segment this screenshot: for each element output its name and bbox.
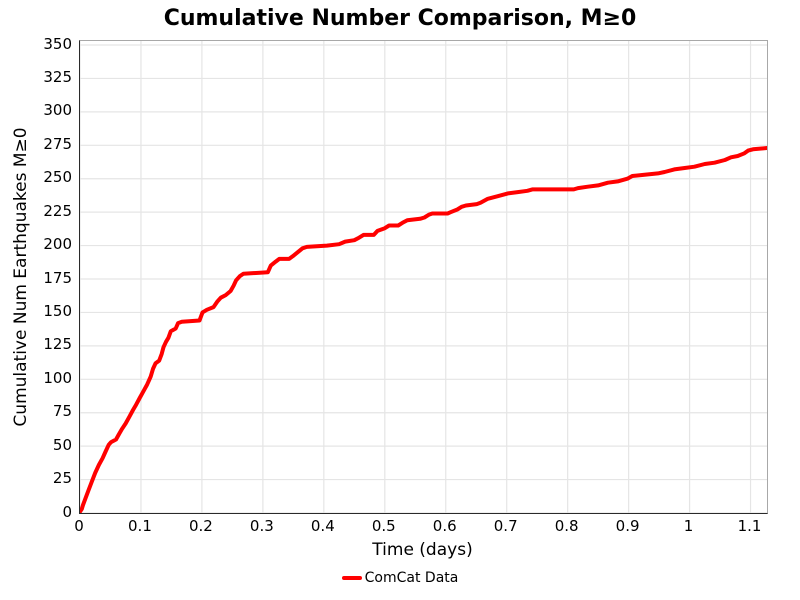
y-tick-label: 275: [43, 134, 72, 153]
x-tick-label: 0.7: [493, 517, 518, 535]
y-tick-label: 25: [52, 469, 72, 488]
legend: ComCat Data: [0, 570, 800, 586]
x-tick-label: 0.8: [554, 517, 579, 535]
x-tick-label: 0.6: [432, 517, 457, 535]
y-tick-label: 75: [52, 402, 72, 421]
horizontal-gridlines: [80, 44, 767, 513]
plot-area: [79, 40, 768, 514]
vertical-gridlines: [80, 41, 752, 513]
legend-entry-label: ComCat Data: [364, 570, 459, 586]
x-tick-label: 0.2: [188, 517, 213, 535]
chart-title: Cumulative Number Comparison, M≥0: [163, 6, 637, 31]
y-tick-label: 125: [43, 335, 72, 354]
y-axis-title: Cumulative Num Earthquakes M≥0: [11, 127, 31, 427]
y-tick-label: 0: [62, 502, 72, 521]
x-axis-title: Time (days): [372, 540, 473, 560]
x-tick-label: 0.5: [371, 517, 396, 535]
plot-canvas: [80, 41, 767, 513]
x-tick-label: 0.4: [310, 517, 335, 535]
legend-line-swatch: [341, 576, 362, 580]
y-tick-label: 225: [43, 201, 72, 220]
y-tick-label: 350: [43, 34, 72, 53]
x-tick-label: 0.1: [128, 517, 152, 535]
x-tick-label: 0.3: [249, 517, 274, 535]
x-tick-label: 1: [683, 517, 694, 535]
y-tick-label: 300: [43, 101, 72, 120]
y-tick-label: 175: [43, 268, 72, 287]
y-tick-label: 325: [43, 67, 72, 86]
x-tick-label: 0: [74, 517, 84, 535]
comcat-data-line: [80, 146, 767, 513]
y-tick-label: 150: [43, 301, 72, 320]
y-tick-label: 100: [43, 368, 72, 387]
y-tick-label: 250: [43, 168, 72, 187]
y-tick-label: 200: [43, 235, 72, 254]
x-tick-label: 1.1: [737, 517, 762, 535]
x-tick-label: 0.9: [615, 517, 640, 535]
y-tick-label: 50: [52, 435, 72, 454]
